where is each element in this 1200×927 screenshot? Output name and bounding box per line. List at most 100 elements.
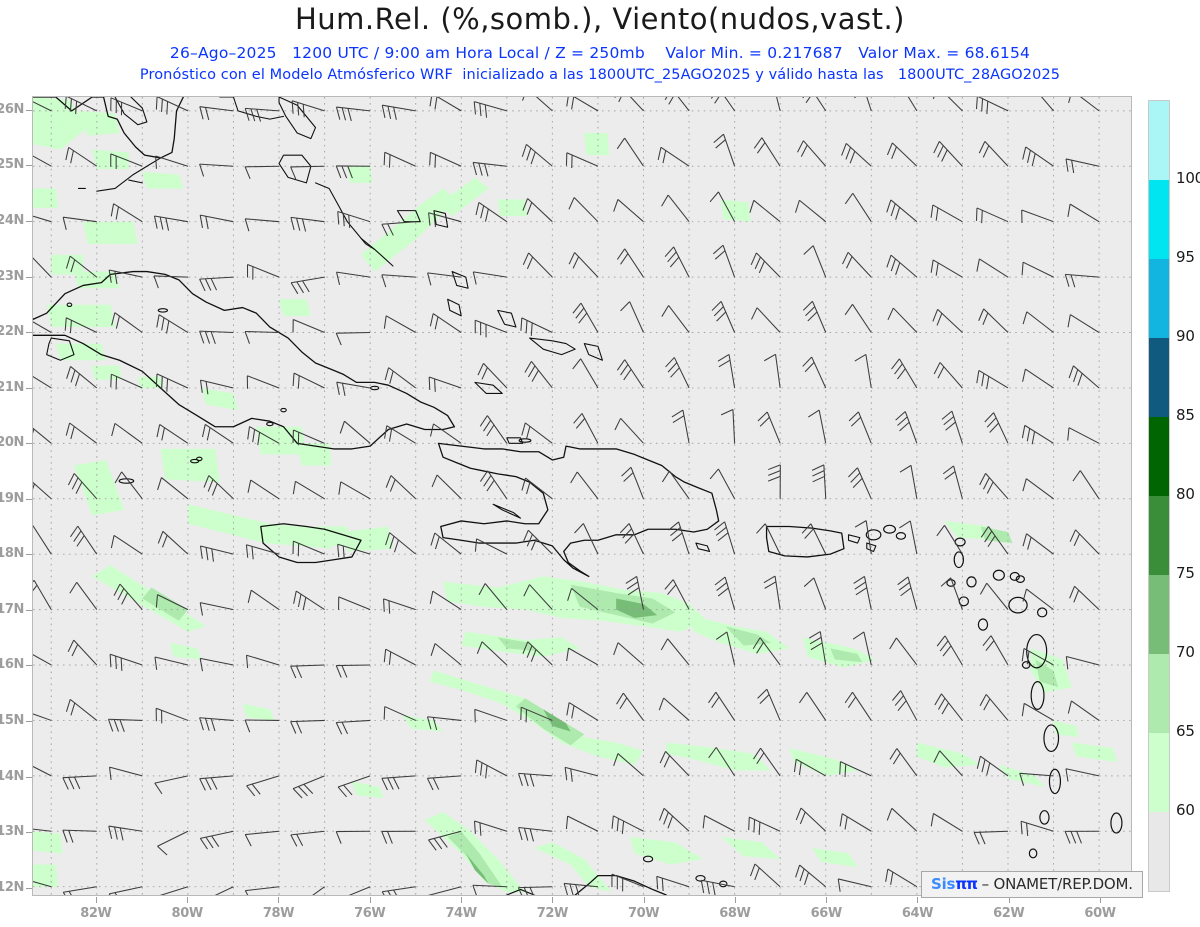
wind-barb-shaft (932, 204, 963, 223)
wind-barb-shaft (33, 427, 52, 444)
wind-barb-feather (518, 773, 523, 786)
wind-barb-feather (661, 194, 669, 207)
island-outline (865, 529, 882, 541)
humidity-region (279, 299, 311, 316)
wind-barb-feather (383, 152, 386, 166)
wind-barb-feather (389, 479, 396, 492)
wind-barb-shaft (847, 251, 872, 278)
wind-barb-feather (292, 373, 295, 387)
wind-barb-shaft (76, 581, 98, 610)
wind-barb-feather (297, 594, 302, 608)
wind-barb-shaft (249, 426, 280, 444)
wind-barb-feather (941, 410, 953, 420)
wind-barb-feather (525, 426, 531, 439)
wind-barb-shaft (246, 544, 280, 555)
wind-barb-shaft (157, 830, 189, 847)
wind-barb-feather (570, 768, 573, 782)
wind-barb-shaft (432, 313, 462, 333)
wind-barb-feather (530, 322, 533, 336)
wind-barb-feather (434, 154, 437, 168)
wind-barb-shaft (582, 523, 599, 555)
wind-barb-shaft (204, 423, 234, 444)
wind-barb-shaft (993, 412, 1009, 444)
wind-barb-feather (292, 788, 303, 799)
humidity-colorbar[interactable] (1148, 100, 1170, 892)
humidity-region (46, 304, 116, 328)
wind-barb-shaft (108, 825, 143, 832)
wind-barb-feather (244, 166, 251, 179)
wind-barb-shaft (617, 642, 644, 666)
map-plot-area[interactable] (32, 96, 1132, 896)
wind-barb-feather (199, 717, 204, 731)
wind-barb-shaft (246, 775, 280, 787)
island-outline (992, 569, 1005, 581)
brand-prefix-label: Sis (931, 875, 956, 893)
wind-barb-feather (302, 597, 307, 611)
wind-barb-shaft (988, 526, 1009, 555)
wind-barb-feather (661, 470, 670, 483)
wind-barb-feather (434, 536, 440, 550)
wind-barb-feather (986, 376, 990, 390)
wind-barb-feather (661, 878, 664, 892)
wind-barb-feather (203, 475, 210, 488)
humidity-region (201, 387, 239, 411)
wind-barb-feather (522, 641, 529, 654)
wind-barb-shaft (1025, 368, 1054, 389)
wind-barb-feather (244, 890, 249, 895)
wind-barb-shaft (720, 301, 736, 333)
wind-barb-shaft (1021, 209, 1054, 223)
wind-barb-shaft (384, 151, 416, 167)
wind-barb-feather (387, 105, 392, 119)
wind-barb-feather (839, 761, 841, 775)
wind-barb-shaft (800, 807, 827, 832)
wind-barb-shaft (386, 425, 416, 444)
wind-barb-feather (474, 538, 478, 552)
wind-barb-feather (204, 717, 210, 731)
wind-barb-shaft (677, 97, 690, 112)
lat-tick-label: 22N (0, 324, 24, 340)
wind-barb-shaft (1019, 772, 1054, 777)
coastline (260, 523, 362, 564)
wind-barb-feather (618, 97, 622, 103)
wind-barb-shaft (678, 521, 690, 555)
wind-barb-shaft (290, 664, 325, 667)
wind-barb-shaft (528, 252, 553, 278)
lon-tick-label: 76W (354, 906, 386, 921)
wind-barb-shaft (682, 409, 690, 444)
wind-barb-feather (432, 717, 438, 731)
wind-barb-feather (530, 649, 537, 662)
wind-barb-feather (976, 756, 981, 769)
colorbar-tick-label: 80 (1176, 485, 1195, 503)
wind-barb-feather (244, 719, 251, 733)
wind-barb-feather (199, 163, 205, 177)
wind-barb-shaft (33, 375, 52, 389)
wind-barb-shaft (756, 307, 781, 333)
wind-barb-shaft (290, 830, 325, 836)
wind-barb-shaft (247, 263, 280, 278)
wind-barb-shaft (1068, 427, 1100, 444)
wind-barb-feather (481, 367, 488, 380)
wind-barb-shaft (381, 221, 416, 225)
wind-barb-shaft (535, 97, 553, 112)
wind-barb-shaft (529, 584, 553, 610)
coastline (474, 381, 503, 395)
wind-barb-feather (338, 481, 342, 495)
wind-barb-feather (945, 421, 956, 431)
wind-barb-shaft (119, 583, 143, 610)
wind-barb-feather (426, 716, 432, 730)
wind-barb-shaft (580, 302, 599, 333)
wind-barb-feather (627, 587, 640, 596)
wind-barb-shaft (673, 246, 690, 278)
wind-barb-feather (799, 811, 806, 825)
wind-barb-feather (62, 777, 69, 790)
lat-tick-label: 17N (0, 601, 24, 617)
islet-outline (642, 855, 654, 863)
wind-barb-feather (668, 97, 674, 105)
wind-barb-shaft (245, 218, 280, 223)
wind-barb-shaft (1066, 655, 1100, 666)
island-outline (1008, 596, 1028, 614)
wind-barb-feather (1031, 153, 1036, 167)
wind-barb-shaft (984, 141, 1009, 167)
wind-barb-shaft (717, 468, 736, 500)
wind-barb-feather (1070, 274, 1076, 288)
